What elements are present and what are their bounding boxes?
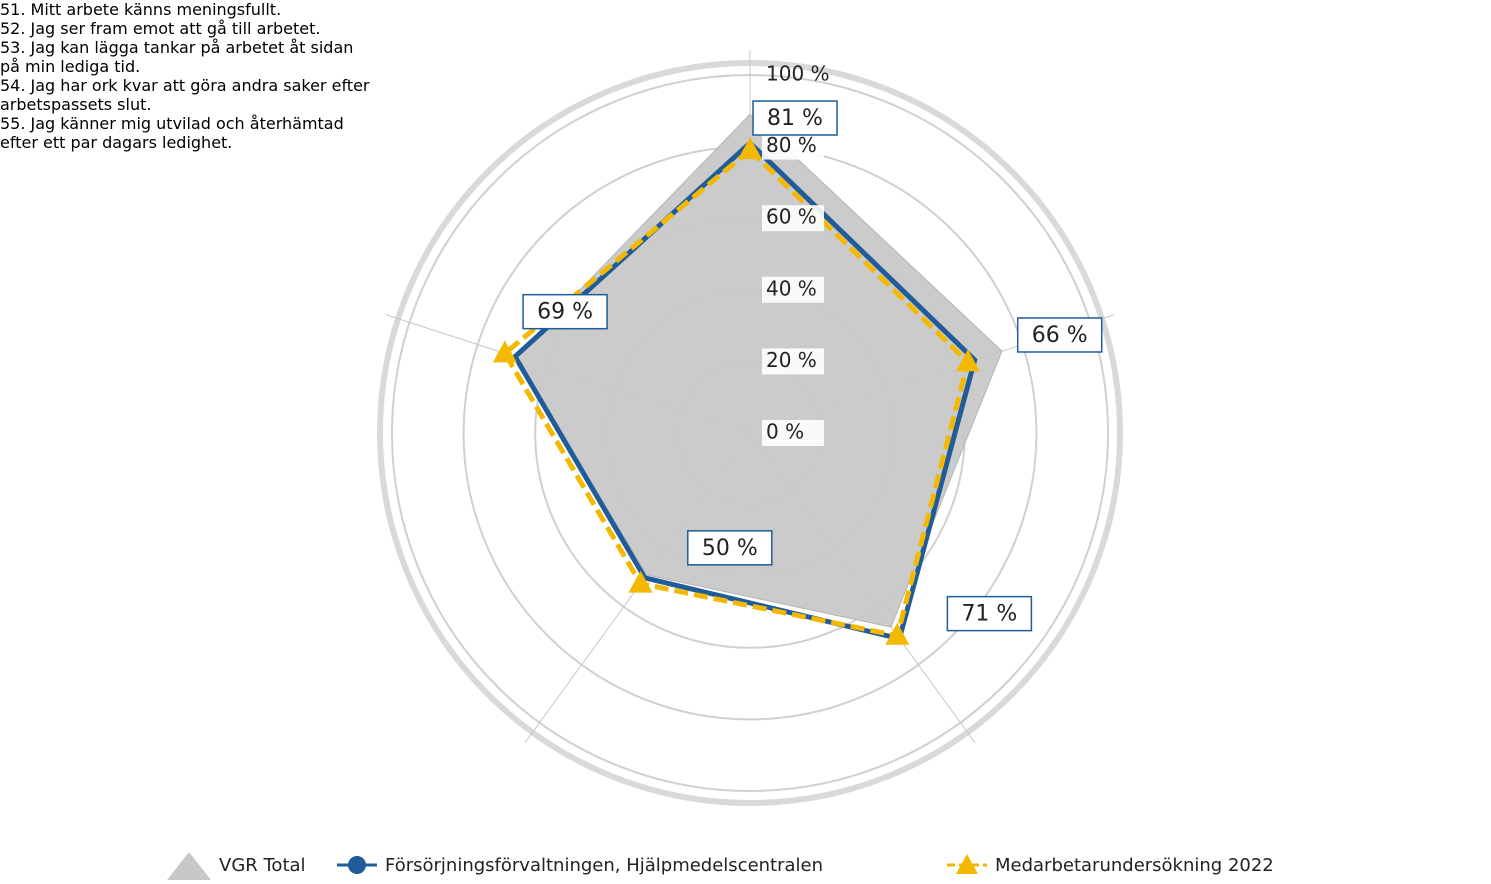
category-label: 55. Jag känner mig utvilad och återhämta… [0, 114, 344, 152]
category-label: 51. Mitt arbete känns meningsfullt. [0, 0, 282, 19]
data-label: 66 % [1032, 323, 1088, 348]
legend-item: Försörjningsförvaltningen, Hjälpmedelsce… [335, 850, 823, 880]
legend-swatch [947, 854, 987, 874]
data-label: 71 % [961, 602, 1017, 627]
legend-item: Medarbetarundersökning 2022 [945, 850, 1274, 880]
marker [955, 349, 980, 372]
y-tick-label: 80 % [766, 133, 817, 157]
marker [628, 570, 653, 593]
category-label: 52. Jag ser fram emot att gå till arbete… [0, 19, 321, 38]
y-tick-label: 60 % [766, 205, 817, 229]
legend-label: Försörjningsförvaltningen, Hjälpmedelsce… [385, 854, 824, 876]
legend-label: Medarbetarundersökning 2022 [995, 854, 1274, 876]
data-label: 50 % [702, 536, 758, 561]
data-label-box [522, 293, 608, 330]
legend-swatch [167, 852, 211, 880]
legend-label: VGR Total [219, 854, 306, 876]
data-label-box [946, 595, 1033, 632]
marker [885, 622, 910, 645]
y-tick-label: 40 % [766, 276, 817, 300]
legend-marker [348, 856, 366, 874]
tick-label-bg [762, 348, 824, 375]
legend-marker [167, 852, 211, 880]
marker [492, 340, 517, 363]
data-label-box [687, 530, 773, 566]
legend-marker [956, 854, 978, 874]
legend-swatch [337, 856, 377, 874]
y-tick-label: 0 % [766, 420, 804, 444]
tick-label-bg [762, 133, 824, 160]
data-label-box [1016, 317, 1103, 353]
data-label-box [752, 100, 838, 136]
tick-label-bg [762, 276, 824, 303]
y-tick-label: 100 % [766, 62, 830, 86]
legend-item: VGR Total [165, 850, 306, 880]
category-label: 53. Jag kan lägga tankar på arbetet åt s… [0, 38, 354, 76]
data-label: 81 % [767, 106, 823, 131]
tick-label-bg [762, 420, 824, 446]
data-label: 69 % [537, 300, 593, 325]
tick-label-bg [762, 205, 824, 232]
y-tick-label: 20 % [766, 348, 817, 372]
category-label: 54. Jag har ork kvar att göra andra sake… [0, 76, 370, 114]
marker [738, 137, 762, 160]
